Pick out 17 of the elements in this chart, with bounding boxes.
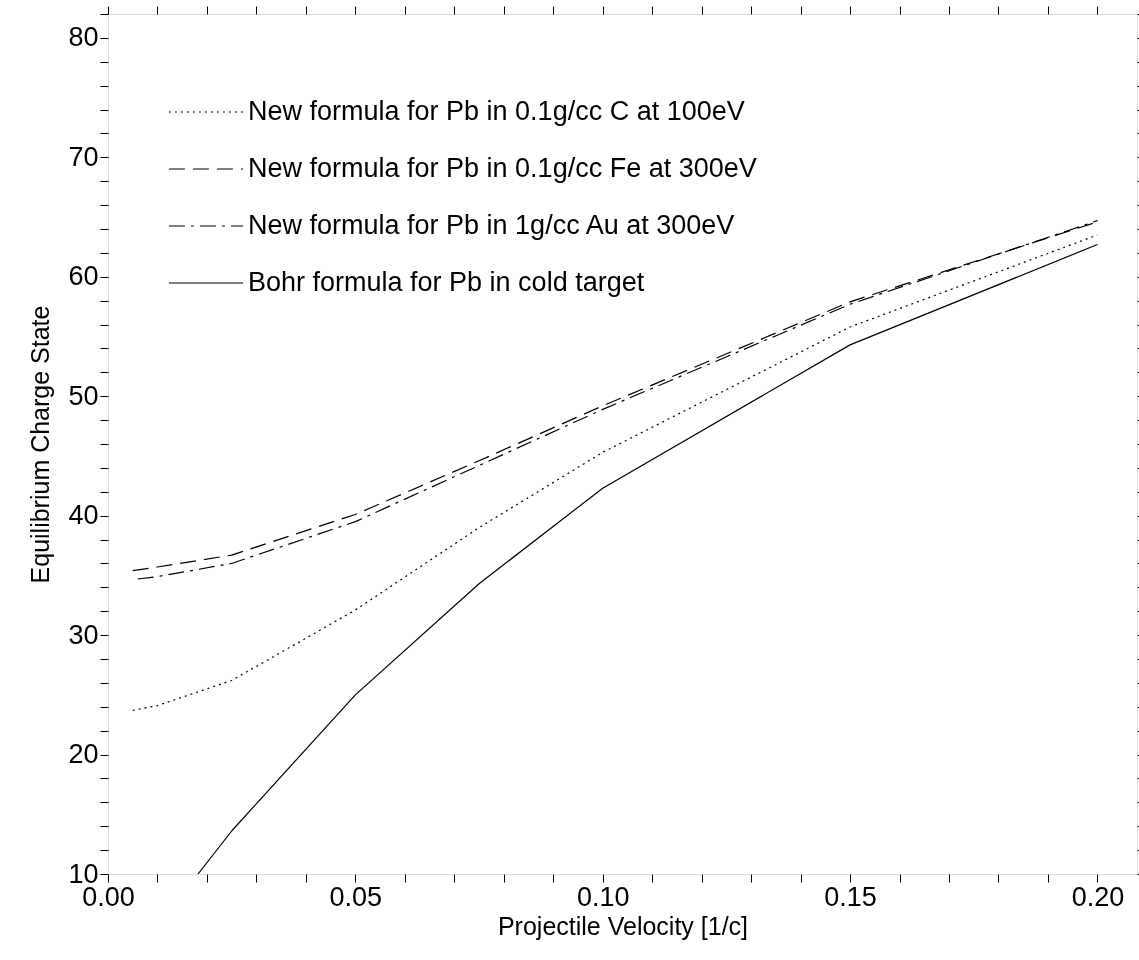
legend-label: Bohr formula for Pb in cold target (248, 267, 645, 297)
y-axis-title: Equilibrium Charge State (26, 305, 55, 584)
y-tick-label: 50 (68, 380, 99, 411)
y-tick-label: 70 (68, 141, 99, 172)
x-axis-title: Projectile Velocity [1/c] (497, 911, 749, 940)
x-tick-label: 0.10 (576, 881, 630, 912)
x-tick-label: 0.15 (824, 881, 877, 912)
y-tick-label: 60 (68, 261, 99, 292)
y-tick-label: 20 (68, 739, 99, 770)
x-tick-label: 0.20 (1071, 881, 1125, 912)
y-tick-label: 40 (68, 500, 99, 531)
y-tick-label: 30 (68, 619, 99, 650)
legend-label: New formula for Pb in 0.1g/cc Fe at 300eV (248, 153, 757, 183)
x-tick-label: 0.05 (329, 881, 383, 912)
y-tick-label: 80 (68, 22, 99, 53)
legend-label: New formula for Pb in 1g/cc Au at 300eV (248, 210, 735, 240)
legend-label: New formula for Pb in 0.1g/cc C at 100eV (248, 96, 745, 126)
